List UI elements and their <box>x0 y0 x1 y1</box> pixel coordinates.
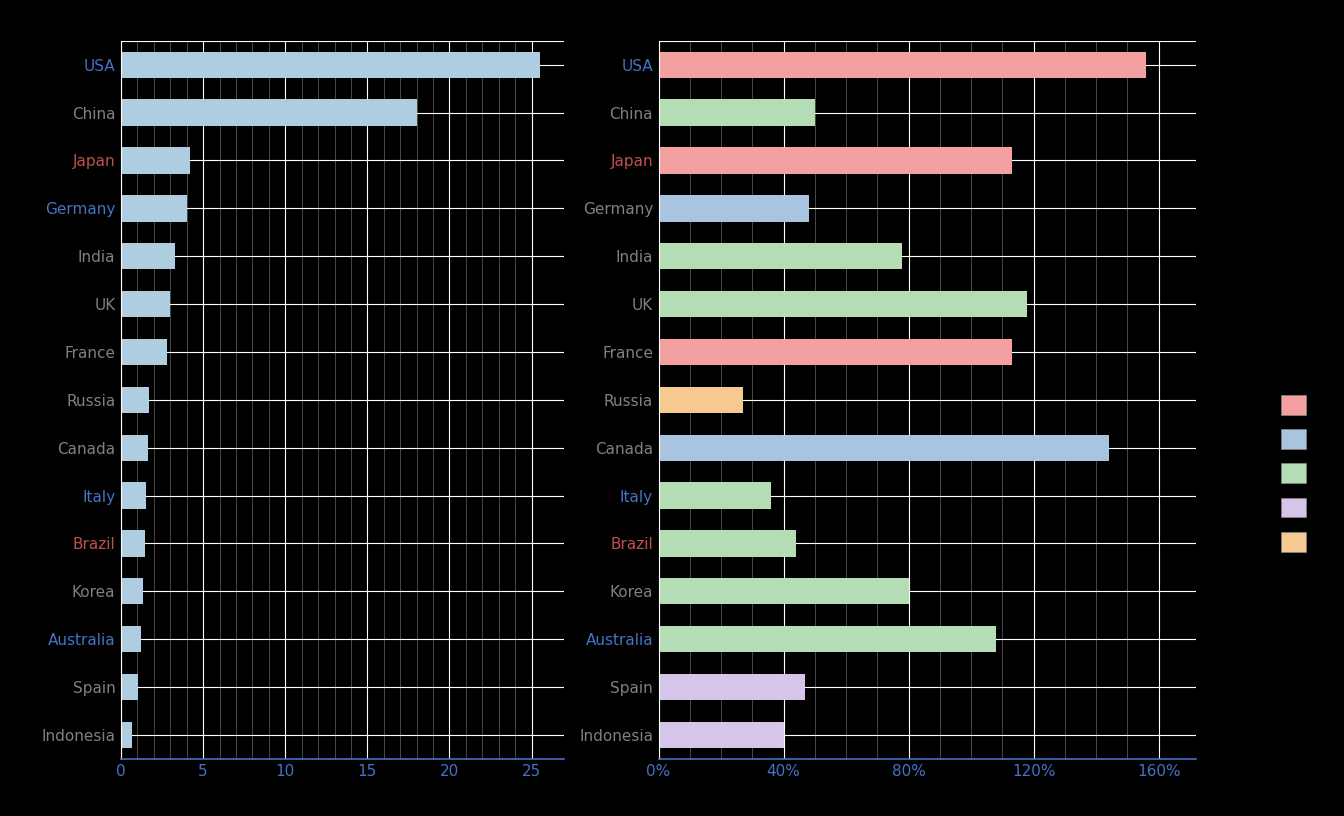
Bar <box>121 626 141 652</box>
Bar <box>121 291 171 317</box>
Bar <box>121 579 142 605</box>
Bar <box>659 674 805 700</box>
Bar <box>659 482 771 508</box>
Bar <box>659 435 1109 461</box>
Bar <box>121 722 133 748</box>
Bar <box>659 339 1012 365</box>
Bar <box>121 148 190 174</box>
Bar <box>659 291 1027 317</box>
Bar <box>121 435 148 461</box>
Bar <box>659 243 902 269</box>
Bar <box>659 579 909 605</box>
Bar <box>659 51 1146 78</box>
Bar <box>121 243 175 269</box>
Bar <box>659 100 814 126</box>
Bar <box>121 51 540 78</box>
Bar <box>121 674 138 700</box>
Bar <box>659 387 743 413</box>
Bar <box>121 100 417 126</box>
Bar <box>121 195 187 221</box>
Bar <box>659 626 996 652</box>
Legend: , , , , : , , , , <box>1281 395 1317 552</box>
Bar <box>121 482 146 508</box>
Bar <box>121 530 145 557</box>
Bar <box>659 195 809 221</box>
Bar <box>121 339 167 365</box>
Bar <box>659 530 796 557</box>
Bar <box>121 387 149 413</box>
Bar <box>659 722 784 748</box>
Bar <box>659 148 1012 174</box>
